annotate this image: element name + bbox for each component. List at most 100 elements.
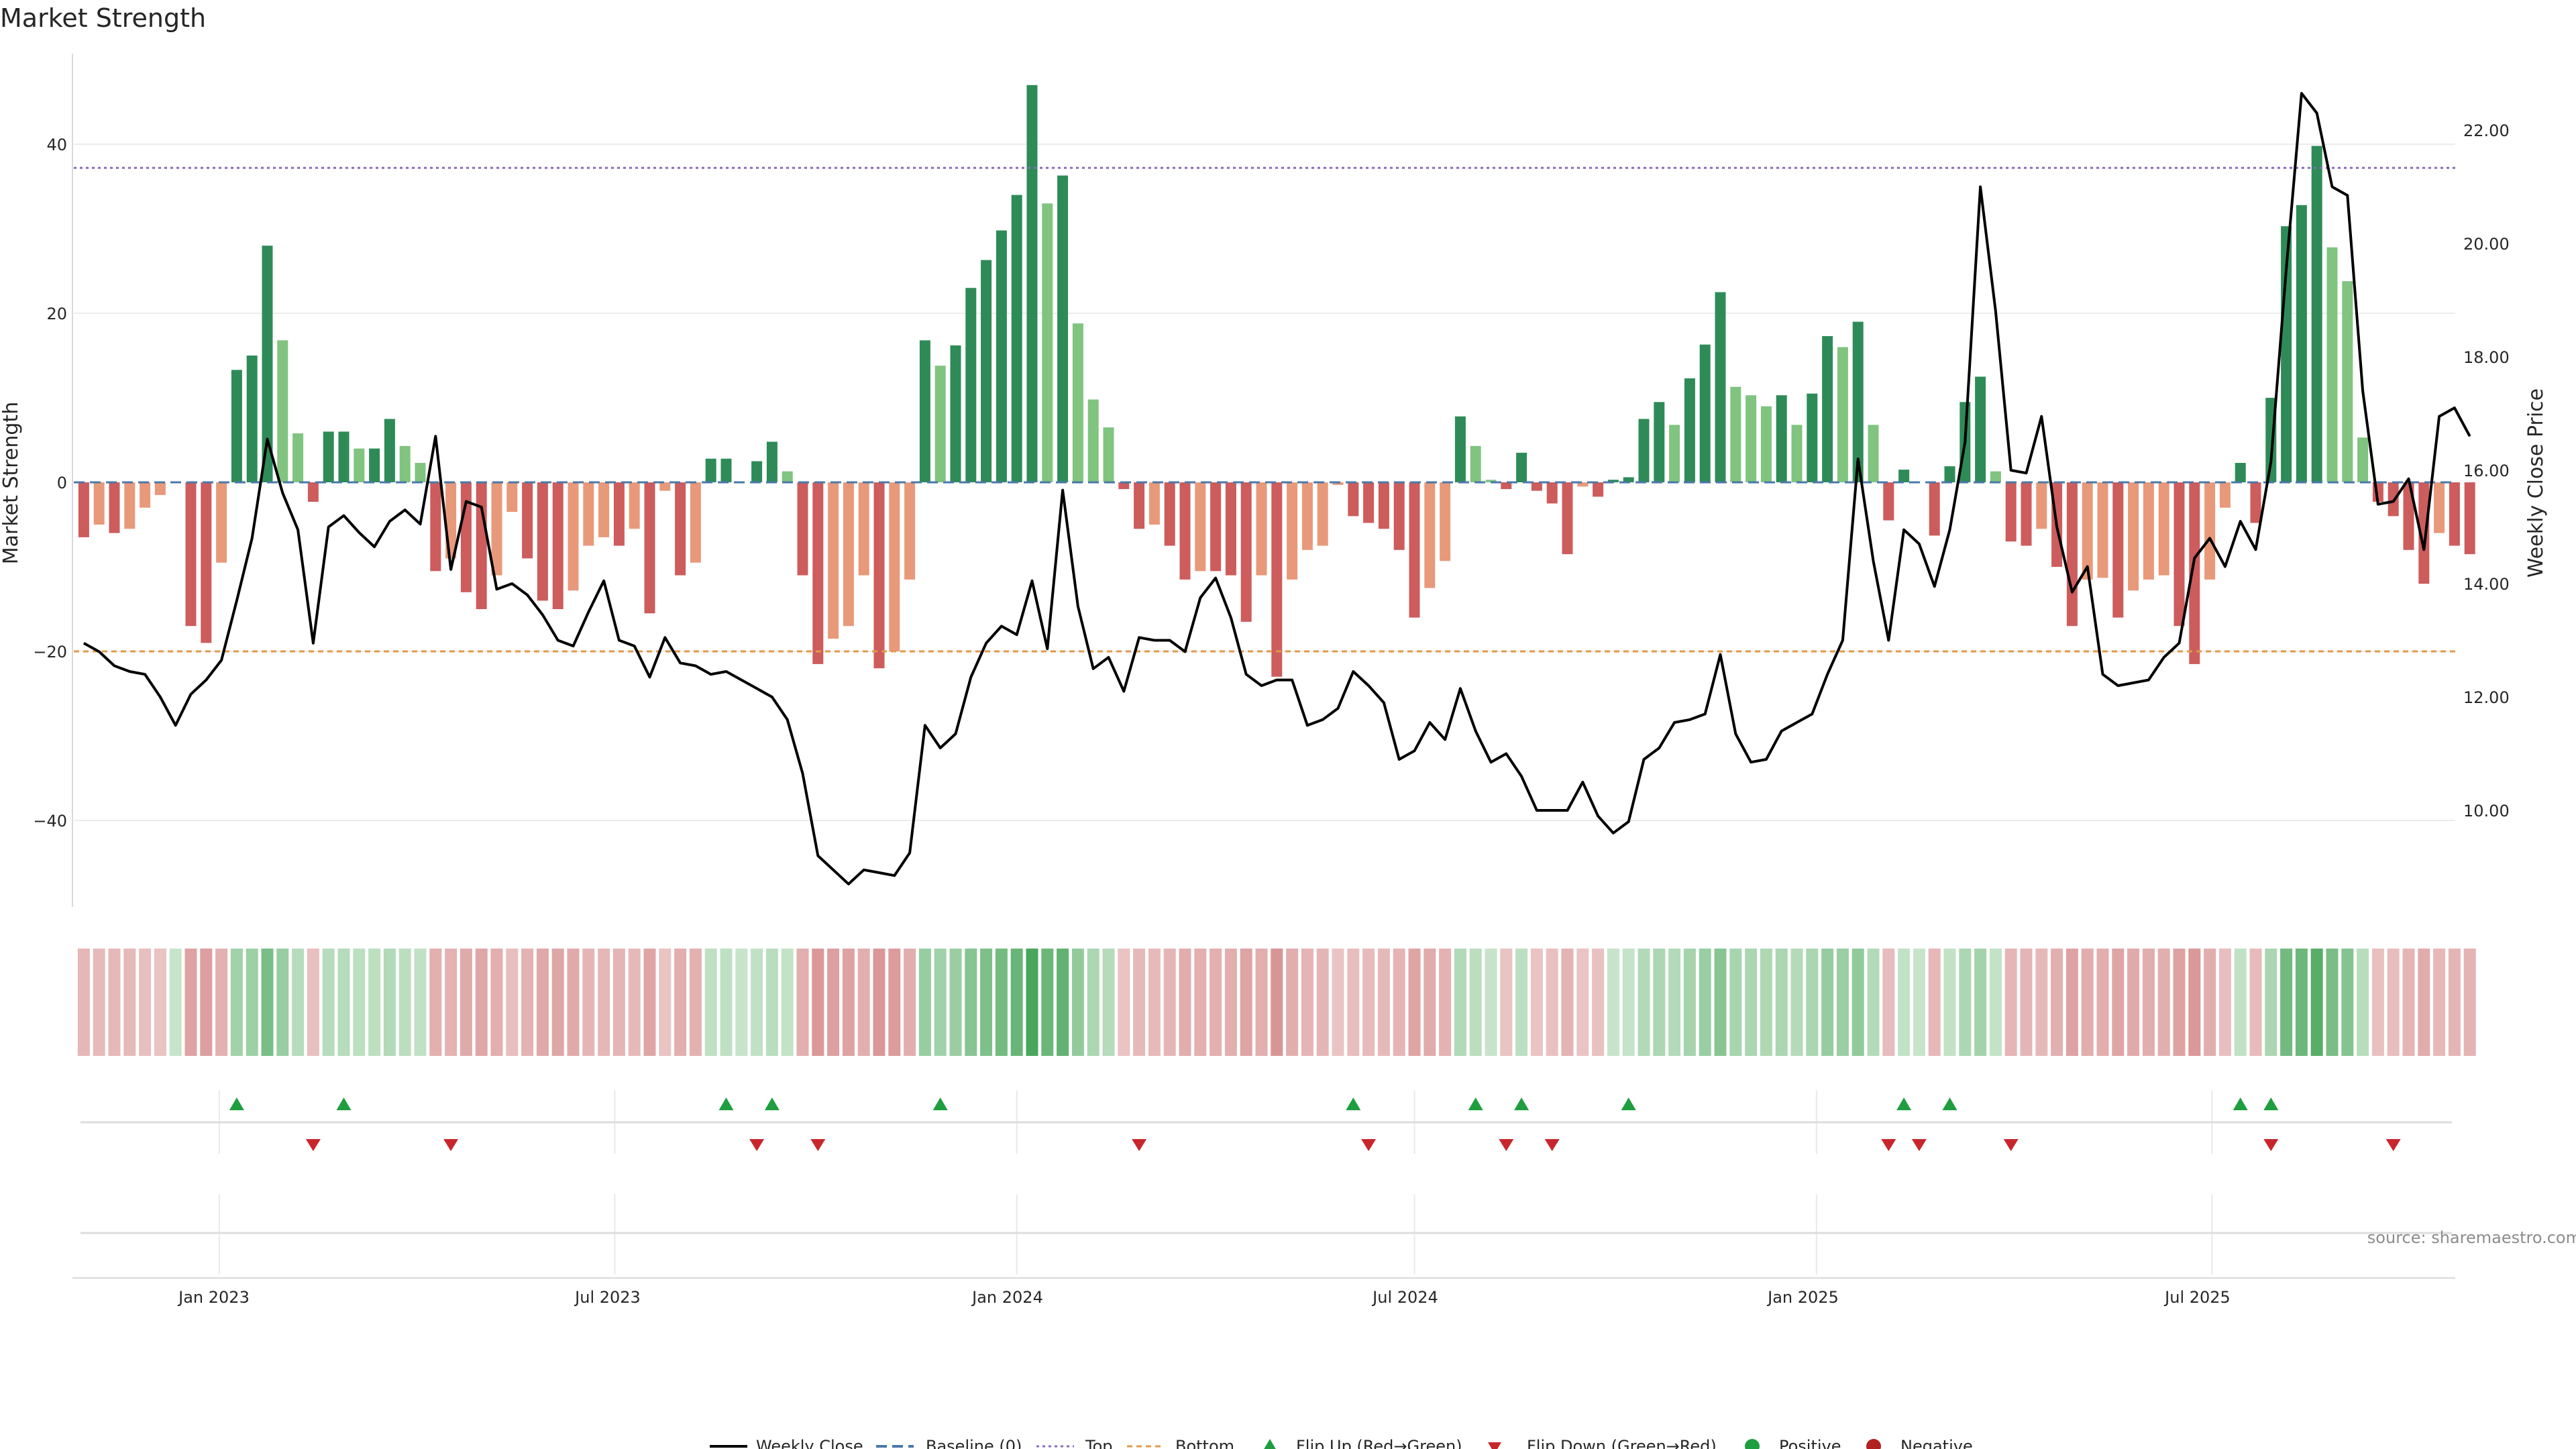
strength-bar-63 — [1042, 203, 1053, 482]
heat-cell-8 — [200, 949, 213, 1056]
heat-cell-106 — [1699, 949, 1711, 1056]
legend-item-flip-down: Flip Down (Green→Red) — [1488, 1437, 1717, 1449]
strength-bar-155 — [2449, 482, 2460, 546]
strength-bar-16 — [323, 431, 334, 482]
heat-cell-87 — [1408, 949, 1421, 1056]
left-axis-title: Market Strength — [0, 402, 23, 564]
heat-cell-41 — [704, 949, 717, 1056]
heat-cell-148 — [2341, 949, 2354, 1056]
source-note: source: sharemaestro.com — [2367, 1228, 2576, 1247]
strength-bar-53 — [889, 482, 900, 651]
heat-cell-114 — [1821, 949, 1834, 1056]
heat-cell-126 — [2004, 949, 2017, 1056]
strength-bar-60 — [996, 230, 1007, 482]
heat-cell-78 — [1271, 949, 1283, 1056]
weekly-close-line — [83, 92, 2471, 885]
heat-cell-62 — [1026, 949, 1038, 1056]
right-tick-14: 14.00 — [2463, 575, 2510, 594]
strength-bar-88 — [1424, 482, 1436, 588]
strength-bar-134 — [2128, 482, 2139, 591]
legend-negative-label: Negative — [1900, 1437, 1973, 1449]
heat-cell-127 — [2020, 949, 2033, 1056]
heat-cell-79 — [1286, 949, 1299, 1056]
strength-bar-109 — [1746, 395, 1757, 482]
strength-bar-31 — [552, 482, 564, 609]
flip-up-icon-4 — [932, 1097, 948, 1110]
strength-bar-35 — [613, 482, 625, 546]
strength-bar-112 — [1791, 425, 1803, 482]
date-grid-lines — [218, 1090, 2213, 1275]
strength-bar-122 — [1944, 466, 1955, 482]
heat-cell-27 — [490, 949, 503, 1056]
strength-bar-80 — [1301, 482, 1313, 550]
heat-cell-34 — [598, 949, 610, 1056]
x-axis-ticks: Jan 2023 Jul 2023 Jan 2024 Jul 2024 Jan … — [177, 1288, 2231, 1307]
heat-cell-37 — [643, 949, 656, 1056]
flip-down-icon-3 — [810, 1139, 826, 1151]
strength-bar-71 — [1164, 482, 1175, 546]
strength-bar-81 — [1317, 482, 1328, 546]
strength-bar-34 — [598, 482, 610, 537]
strength-bar-78 — [1271, 482, 1283, 677]
strength-bar-135 — [2143, 482, 2154, 580]
legend-item-top: Top — [1036, 1437, 1113, 1449]
strength-bar-45 — [766, 441, 777, 482]
strength-bar-29 — [522, 482, 533, 559]
heat-cell-52 — [873, 949, 885, 1056]
strength-bar-10 — [231, 370, 242, 482]
legend: Weekly Close Baseline (0) Top Bottom Fli… — [710, 1437, 1973, 1449]
heat-cell-17 — [337, 949, 350, 1056]
strength-bar-93 — [1501, 482, 1512, 490]
strength-bar-47 — [797, 482, 808, 576]
heat-cell-131 — [2081, 949, 2094, 1056]
strength-bar-55 — [919, 340, 930, 482]
strength-bar-49 — [828, 482, 839, 639]
heat-cell-146 — [2310, 949, 2323, 1056]
strength-bar-145 — [2296, 205, 2307, 482]
strength-bar-149 — [2357, 437, 2369, 482]
heat-cell-57 — [949, 949, 962, 1056]
strength-bar-18 — [354, 448, 365, 482]
strength-bar-118 — [1883, 482, 1894, 521]
heat-cell-115 — [1836, 949, 1849, 1056]
strength-bar-111 — [1776, 395, 1787, 482]
flip-down-icon-2 — [749, 1139, 765, 1151]
heat-cell-121 — [1928, 949, 1941, 1056]
heat-cell-150 — [2371, 949, 2384, 1056]
strength-bar-125 — [1990, 471, 2001, 482]
heat-cell-96 — [1546, 949, 1558, 1056]
heat-cell-83 — [1347, 949, 1360, 1056]
flip-down-icon-10 — [2003, 1139, 2019, 1151]
heat-cell-95 — [1530, 949, 1543, 1056]
strength-bar-26 — [476, 482, 487, 609]
strength-bar-98 — [1577, 482, 1589, 487]
strength-bar-137 — [2174, 482, 2185, 627]
flip-up-icon-1 — [336, 1097, 352, 1110]
heat-cell-63 — [1041, 949, 1054, 1056]
heat-cell-116 — [1851, 949, 1864, 1056]
heat-cell-66 — [1087, 949, 1099, 1056]
strength-bar-3 — [124, 482, 136, 529]
strength-bar-68 — [1118, 482, 1130, 490]
legend-flip-down-icon — [1488, 1442, 1501, 1449]
heat-cell-77 — [1255, 949, 1268, 1056]
heat-cell-91 — [1469, 949, 1482, 1056]
strength-bar-50 — [843, 482, 854, 627]
heat-cell-70 — [1148, 949, 1161, 1056]
right-tick-22: 22.00 — [2463, 121, 2510, 140]
heat-cell-98 — [1576, 949, 1589, 1056]
heat-cell-118 — [1882, 949, 1895, 1056]
strength-bar-128 — [2036, 482, 2047, 529]
strength-bar-40 — [690, 482, 701, 563]
strength-bar-4 — [140, 482, 151, 508]
strength-bar-92 — [1485, 480, 1497, 482]
heat-cell-51 — [857, 949, 870, 1056]
heat-cell-117 — [1867, 949, 1880, 1056]
heat-cell-74 — [1210, 949, 1222, 1056]
heat-cell-100 — [1607, 949, 1619, 1056]
heat-cell-3 — [123, 949, 136, 1056]
strength-bar-154 — [2434, 482, 2445, 533]
heat-cell-84 — [1362, 949, 1375, 1056]
heat-cell-39 — [674, 949, 687, 1056]
heat-cell-134 — [2127, 949, 2140, 1056]
